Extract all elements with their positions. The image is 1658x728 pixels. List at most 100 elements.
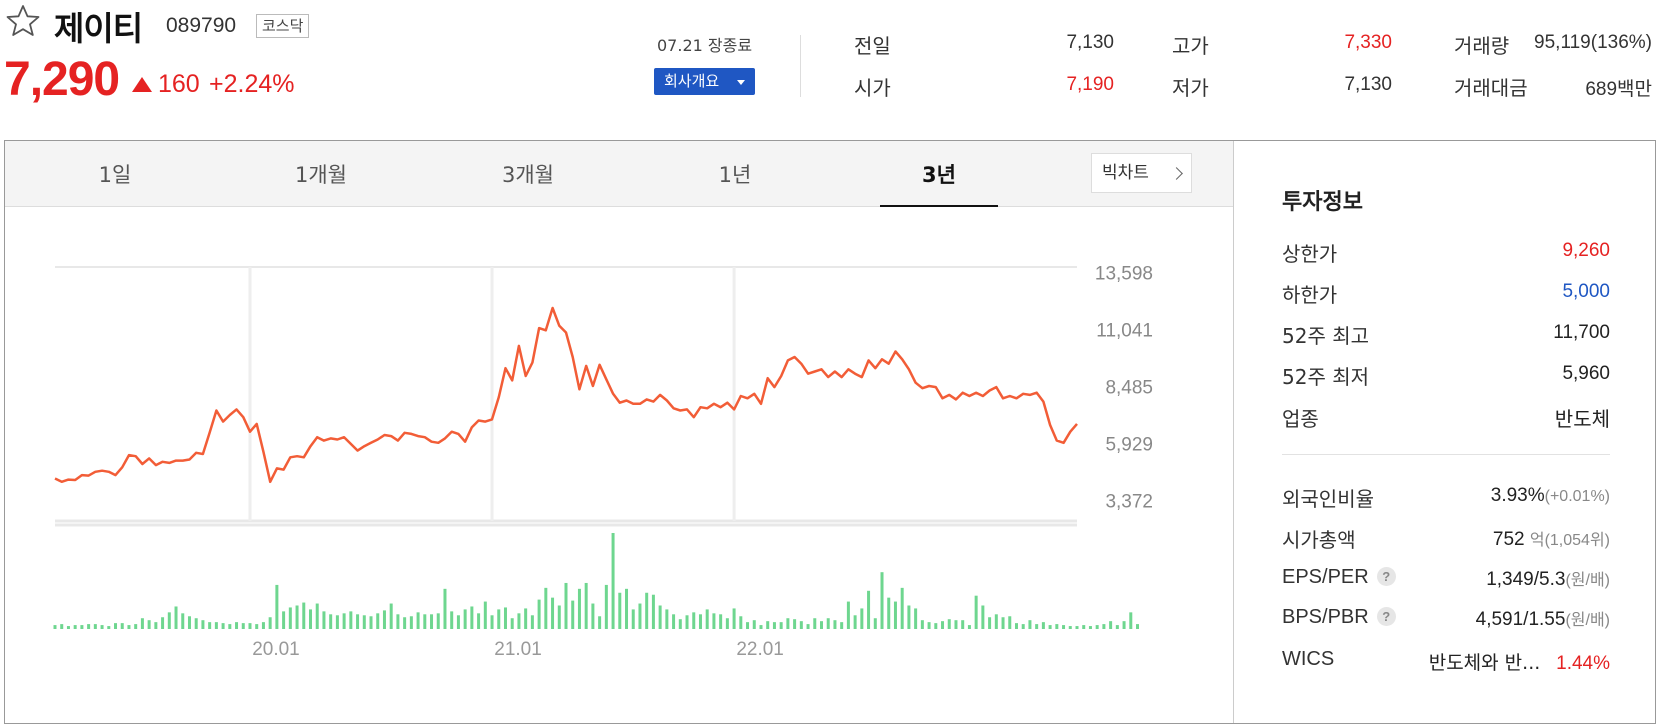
volume-bar (443, 588, 447, 629)
volume-bar (423, 614, 427, 629)
invest-label-eps-per: EPS/PER? (1282, 566, 1396, 589)
price-change-percent: +2.24% (209, 70, 295, 98)
volume-bar (1028, 620, 1032, 629)
tab-1month[interactable]: 1개월 (294, 163, 347, 187)
company-overview-label: 회사개요 (664, 72, 720, 90)
volume-bar (477, 613, 481, 629)
volume-bar (981, 605, 985, 629)
volume-bar (396, 614, 400, 629)
volume-bar (732, 608, 736, 629)
invest-label-sector: 업종 (1282, 407, 1319, 431)
volume-bar (503, 607, 507, 629)
volume-bar (1075, 626, 1079, 629)
big-chart-button[interactable]: 빅차트 (1091, 153, 1192, 193)
volume-bar (860, 608, 864, 629)
tab-1year[interactable]: 1년 (718, 163, 752, 187)
invest-value-wics: 반도체와 반... 1.44% (1429, 648, 1610, 675)
volume-bar (315, 603, 319, 629)
volume-bar (880, 572, 884, 629)
volume-bar (934, 623, 938, 629)
volume-bar (403, 617, 407, 629)
volume-bar (60, 624, 64, 629)
volume-bar (295, 605, 299, 629)
x-tick-label: 20.01 (252, 639, 300, 660)
volume-bar (66, 626, 70, 629)
volume-bar (544, 587, 548, 629)
volume-bar (1035, 624, 1039, 629)
volume-bar (867, 590, 871, 629)
volume-bar (73, 625, 77, 629)
wics-change: 1.44% (1556, 653, 1610, 674)
volume-bar (309, 609, 312, 629)
volume-bar (719, 614, 723, 629)
volume-bar (705, 609, 709, 629)
volume-bar (134, 624, 138, 629)
bps-pbr-unit: (원/배) (1565, 612, 1610, 629)
volume-bar (873, 618, 877, 629)
wics-sector[interactable]: 반도체와 반... (1428, 652, 1541, 674)
volume-bar (645, 592, 649, 629)
volume-bar (524, 608, 528, 629)
volume-bar (833, 620, 837, 629)
stock-name: 제이티 (54, 9, 143, 48)
tab-3year[interactable]: 3년 (922, 163, 956, 187)
volume-bar (1021, 624, 1025, 629)
stat-value-trading-value: 689백만 (1585, 79, 1652, 100)
tab-3month[interactable]: 3개월 (501, 163, 554, 187)
stat-label-prev-close: 전일 (854, 34, 891, 58)
volume-bar (941, 621, 945, 629)
volume-bar (1008, 616, 1012, 629)
volume-bar (154, 622, 158, 629)
tab-1day[interactable]: 1일 (98, 163, 132, 187)
volume-bar (914, 608, 918, 629)
x-tick-label: 22.01 (736, 639, 784, 660)
volume-bar (322, 611, 326, 629)
volume-bar (187, 616, 191, 629)
volume-bar (598, 616, 602, 629)
invest-value-sector: 반도체 (1554, 407, 1610, 431)
bps-pbr-label: BPS/PBR (1282, 606, 1369, 628)
y-tick-label: 5,929 (1105, 434, 1153, 455)
side-divider (1233, 141, 1234, 723)
volume-bar (261, 622, 265, 629)
volume-bar (591, 603, 595, 629)
volume-bar (409, 616, 413, 629)
invest-info-title: 투자정보 (1282, 190, 1363, 215)
volume-bar (853, 615, 857, 629)
volume-bar (1048, 625, 1052, 629)
volume-bar (571, 600, 575, 629)
eps-per-unit: (원/배) (1565, 572, 1610, 589)
volume-bar (584, 582, 588, 629)
volume-bar (456, 615, 460, 629)
help-icon[interactable]: ? (1376, 607, 1396, 626)
volume-bar (376, 613, 380, 629)
invest-label-foreign-ratio: 외국인비율 (1282, 487, 1374, 511)
volume-bar (288, 607, 292, 629)
volume-bar (698, 614, 702, 629)
volume-bar (214, 622, 218, 629)
volume-bar (672, 614, 676, 629)
volume-bar (954, 620, 958, 629)
price-volume-chart[interactable]: 20.01 21.01 22.01 13,598 11,041 8,485 5,929 3,3… (5, 207, 1233, 723)
stat-label-high: 고가 (1172, 34, 1209, 58)
favorite-star-icon[interactable] (6, 4, 40, 38)
y-tick-label: 3,372 (1105, 491, 1153, 512)
price-change-value: 160 (158, 70, 200, 98)
invest-label-bps-pbr: BPS/PBR? (1282, 606, 1396, 629)
price-change: 160 (132, 70, 200, 99)
volume-bar (174, 606, 178, 629)
volume-bar (900, 587, 904, 629)
big-chart-label: 빅차트 (1102, 163, 1149, 183)
volume-bar (927, 622, 931, 629)
stat-value-prev-close: 7,130 (1066, 32, 1114, 53)
eps-per-value: 1,349/5.3 (1486, 569, 1566, 590)
help-icon[interactable]: ? (1376, 567, 1396, 586)
foreign-ratio-change: (+0.01%) (1544, 488, 1610, 505)
x-tick-label: 21.01 (494, 639, 542, 660)
invest-value-foreign-ratio: 3.93%(+0.01%) (1491, 485, 1610, 507)
period-tabs: 1일 1개월 3개월 1년 3년 빅차트 (5, 141, 1233, 207)
company-overview-button[interactable]: 회사개요 (654, 68, 755, 95)
volume-bar (382, 610, 386, 629)
volume-bar (416, 612, 420, 629)
volume-bar (618, 592, 622, 629)
